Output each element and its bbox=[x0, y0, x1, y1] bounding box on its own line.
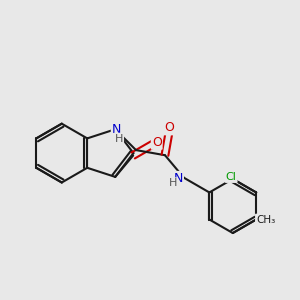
Text: CH₃: CH₃ bbox=[256, 214, 275, 224]
Text: O: O bbox=[165, 122, 175, 134]
Text: O: O bbox=[152, 136, 162, 149]
Text: H: H bbox=[115, 134, 123, 144]
Text: H: H bbox=[169, 178, 177, 188]
Text: N: N bbox=[112, 123, 121, 136]
Text: N: N bbox=[174, 172, 183, 185]
Text: Cl: Cl bbox=[226, 172, 237, 182]
